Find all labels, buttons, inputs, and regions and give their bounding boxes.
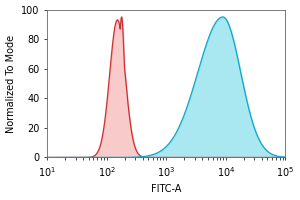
Y-axis label: Normalized To Mode: Normalized To Mode: [6, 34, 16, 133]
X-axis label: FITC-A: FITC-A: [151, 184, 182, 194]
